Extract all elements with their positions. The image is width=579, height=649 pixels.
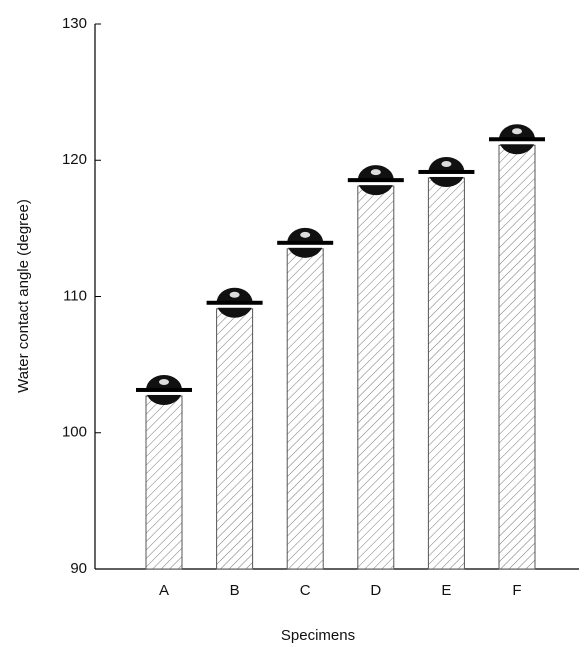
y-tick-label: 120 [62, 151, 87, 168]
droplet-highlight [371, 169, 381, 175]
droplet-highlight [159, 379, 169, 385]
bar [287, 249, 323, 569]
x-tick-label: A [159, 582, 169, 599]
droplet-highlight [300, 232, 310, 238]
y-tick-label: 130 [62, 15, 87, 32]
droplet-highlight [512, 128, 522, 134]
droplet-highlight [230, 292, 240, 298]
bar [428, 178, 464, 569]
substrate [207, 301, 263, 305]
x-axis-label: Specimens [281, 627, 355, 644]
chart: Specimens Water contact angle (degree) 9… [0, 0, 579, 649]
bar [217, 309, 253, 569]
droplet-highlight [441, 161, 451, 167]
bar [499, 145, 535, 569]
x-tick-label: E [441, 582, 451, 599]
substrate [489, 137, 545, 141]
x-tick-label: D [370, 582, 381, 599]
y-axis-label: Water contact angle (degree) [15, 199, 32, 393]
x-tick-label: F [512, 582, 521, 599]
y-tick-label: 110 [63, 287, 87, 304]
x-tick-label: C [300, 582, 311, 599]
x-tick-label: B [230, 582, 240, 599]
substrate [136, 388, 192, 392]
y-tick-label: 90 [70, 560, 87, 577]
y-tick-label: 100 [62, 424, 87, 441]
substrate [277, 241, 333, 245]
bar [358, 186, 394, 569]
bar [146, 396, 182, 569]
substrate [418, 170, 474, 174]
substrate [348, 178, 404, 182]
